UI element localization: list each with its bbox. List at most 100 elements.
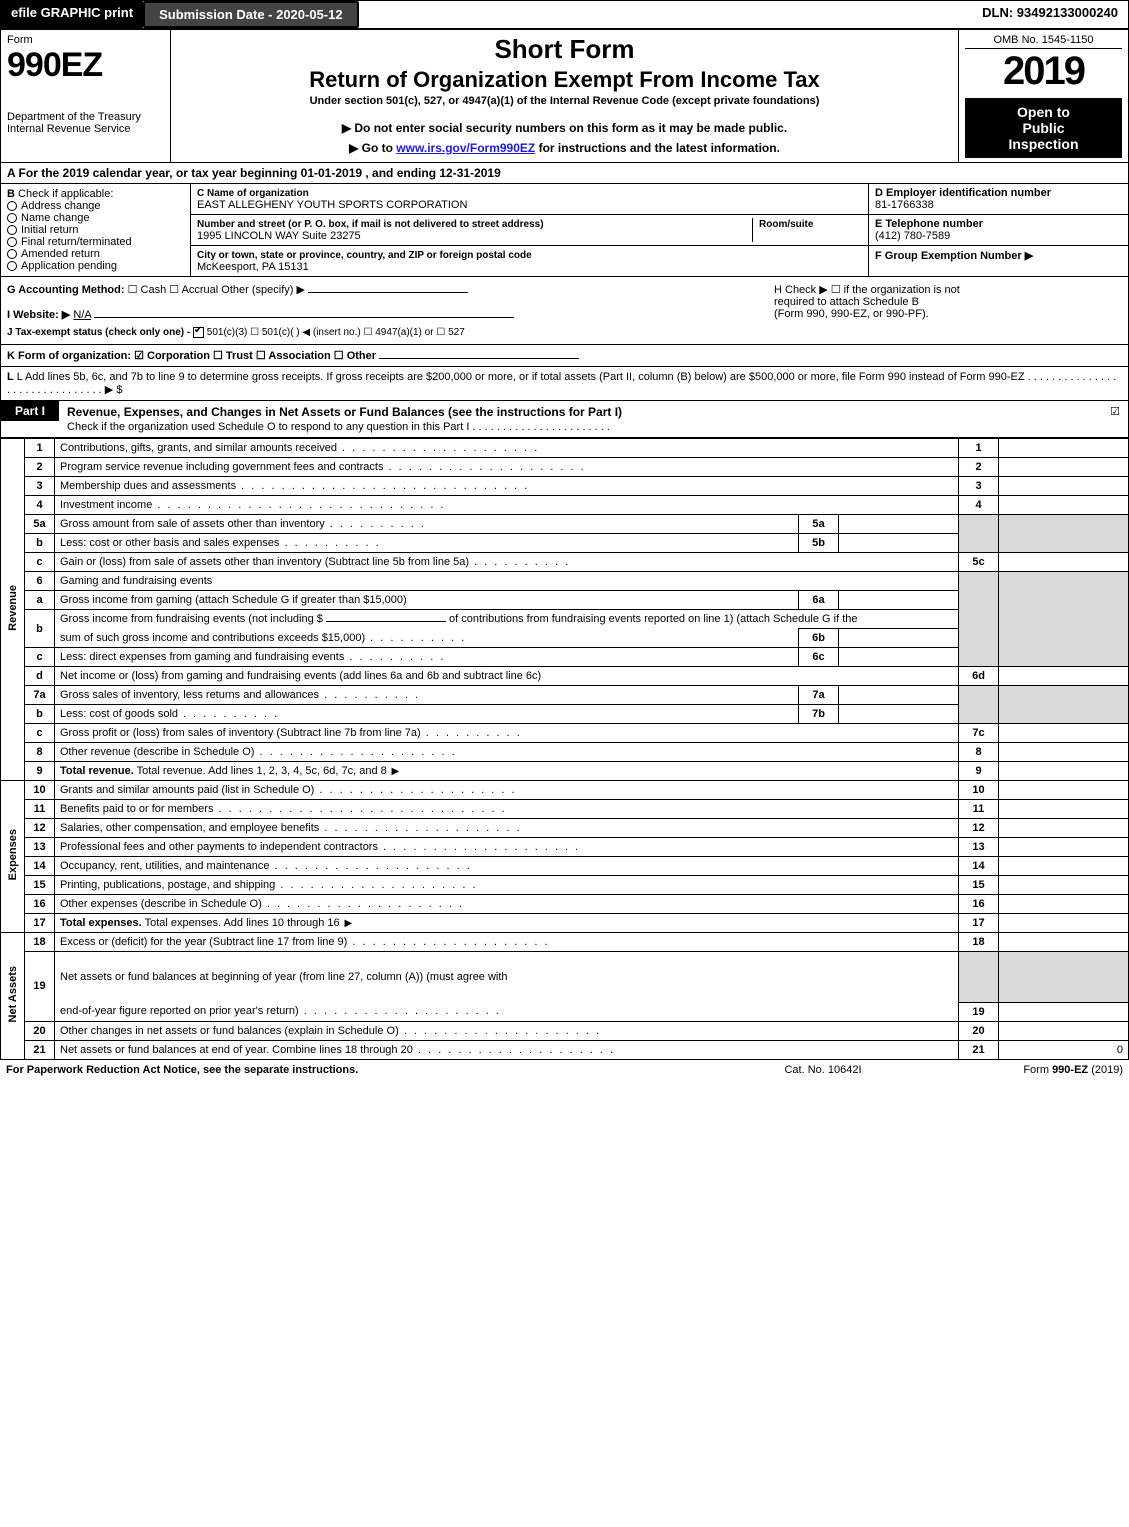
- e-block: E Telephone number (412) 780-7589: [869, 215, 1128, 246]
- a21: 0: [999, 1040, 1129, 1059]
- n21: 21: [25, 1040, 55, 1059]
- f-block: F Group Exemption Number ▶: [869, 246, 1128, 265]
- n2: 2: [25, 458, 55, 477]
- cat-no: Cat. No. 10642I: [723, 1064, 923, 1076]
- n6b: b: [25, 610, 55, 648]
- opt-name-change: Name change: [21, 212, 90, 224]
- d6b-blank[interactable]: [326, 621, 446, 622]
- d10: Grants and similar amounts paid (list in…: [55, 781, 959, 800]
- a1: [999, 439, 1129, 458]
- k-text: K Form of organization: ☑ Corporation ☐ …: [7, 350, 376, 362]
- d11: Benefits paid to or for members: [55, 800, 959, 819]
- chk-address-change[interactable]: [7, 201, 17, 211]
- d6a: Gross income from gaming (attach Schedul…: [55, 591, 799, 610]
- m6a: 6a: [799, 591, 839, 610]
- d6b-t1: Gross income from fundraising events (no…: [60, 613, 323, 625]
- d7c: Gross profit or (loss) from sales of inv…: [55, 724, 959, 743]
- ma7b: [839, 705, 959, 724]
- a12: [999, 819, 1129, 838]
- open-public-inspection: Open to Public Inspection: [965, 98, 1122, 158]
- d2: Program service revenue including govern…: [55, 458, 959, 477]
- form-year: (2019): [1088, 1064, 1123, 1076]
- chk-initial-return[interactable]: [7, 225, 17, 235]
- j-options: 501(c)(3) ☐ 501(c)( ) ◀ (insert no.) ☐ 4…: [207, 327, 465, 338]
- n20: 20: [25, 1021, 55, 1040]
- efile-print-label[interactable]: efile GRAPHIC print: [1, 1, 143, 28]
- n1: 1: [25, 439, 55, 458]
- room-label: Room/suite: [759, 219, 813, 230]
- form-footer: Form 990-EZ (2019): [923, 1064, 1123, 1076]
- b21: 21: [959, 1040, 999, 1059]
- b10: 10: [959, 781, 999, 800]
- n10: 10: [25, 781, 55, 800]
- irs-link[interactable]: www.irs.gov/Form990EZ: [396, 141, 535, 155]
- d6b3: sum of such gross income and contributio…: [55, 629, 799, 648]
- chk-application-pending[interactable]: [7, 261, 17, 271]
- d14: Occupancy, rent, utilities, and maintena…: [55, 857, 959, 876]
- g-label: G Accounting Method:: [7, 284, 125, 296]
- d-block: D Employer identification number 81-1766…: [869, 184, 1128, 215]
- chk-final-return[interactable]: [7, 237, 17, 247]
- gh-right: H Check ▶ ☐ if the organization is not r…: [768, 277, 1128, 344]
- k-row: K Form of organization: ☑ Corporation ☐ …: [0, 345, 1129, 367]
- form-number-cell: Form 990EZ Department of the Treasury In…: [1, 30, 171, 163]
- b1: 1: [959, 439, 999, 458]
- b8: 8: [959, 743, 999, 762]
- n7b: b: [25, 705, 55, 724]
- b12: 12: [959, 819, 999, 838]
- d7a: Gross sales of inventory, less returns a…: [55, 686, 799, 705]
- b16: 16: [959, 895, 999, 914]
- submission-date-button[interactable]: Submission Date - 2020-05-12: [143, 1, 359, 28]
- open-line3: Inspection: [969, 136, 1118, 152]
- right-header-cell: OMB No. 1545-1150 2019 Open to Public In…: [959, 30, 1129, 163]
- k-other-line[interactable]: [379, 358, 579, 359]
- m5b: 5b: [799, 534, 839, 553]
- opt-initial-return: Initial return: [21, 224, 78, 236]
- a6d: [999, 667, 1129, 686]
- opt-final-return: Final return/terminated: [21, 236, 132, 248]
- b14: 14: [959, 857, 999, 876]
- n7c: c: [25, 724, 55, 743]
- title-main: Return of Organization Exempt From Incom…: [177, 67, 952, 93]
- n13: 13: [25, 838, 55, 857]
- n5c: c: [25, 553, 55, 572]
- bcd-row: B Check if applicable: Address change Na…: [0, 184, 1129, 277]
- n19: 19: [25, 952, 55, 1021]
- a7c: [999, 724, 1129, 743]
- shade5: [959, 515, 999, 553]
- top-bar: efile GRAPHIC print Submission Date - 20…: [0, 0, 1129, 29]
- shade19: [959, 952, 999, 1002]
- c-address-block: Number and street (or P. O. box, if mail…: [191, 215, 868, 246]
- d1: Contributions, gifts, grants, and simila…: [55, 439, 959, 458]
- chk-501c3[interactable]: [193, 327, 204, 338]
- page-footer: For Paperwork Reduction Act Notice, see …: [0, 1060, 1129, 1080]
- chk-name-change[interactable]: [7, 213, 17, 223]
- d6: Gaming and fundraising events: [55, 572, 959, 591]
- a19: [999, 1002, 1129, 1021]
- b19: 19: [959, 1002, 999, 1021]
- chk-amended-return[interactable]: [7, 249, 17, 259]
- b7c: 7c: [959, 724, 999, 743]
- org-name: EAST ALLEGHENY YOUTH SPORTS CORPORATION: [197, 199, 467, 211]
- spacer: [359, 1, 973, 28]
- n5a: 5a: [25, 515, 55, 534]
- a5c: [999, 553, 1129, 572]
- phone-value: (412) 780-7589: [875, 230, 950, 242]
- g-other-line[interactable]: [308, 292, 468, 293]
- j-label: J Tax-exempt status (check only one) -: [7, 327, 190, 338]
- part1-title: Revenue, Expenses, and Changes in Net As…: [67, 405, 622, 419]
- h-line1: H Check ▶ ☐ if the organization is not: [774, 283, 1122, 296]
- netassets-side-label: Net Assets: [1, 933, 25, 1059]
- box-c: C Name of organization EAST ALLEGHENY YO…: [191, 184, 868, 276]
- n6c: c: [25, 648, 55, 667]
- b18: 18: [959, 933, 999, 952]
- part1-check[interactable]: ☑: [1102, 401, 1128, 422]
- part1-sub: Check if the organization used Schedule …: [67, 421, 610, 433]
- n18: 18: [25, 933, 55, 952]
- a14: [999, 857, 1129, 876]
- c-city-block: City or town, state or province, country…: [191, 246, 868, 276]
- b5c: 5c: [959, 553, 999, 572]
- opt-address-change: Address change: [21, 200, 101, 212]
- form-pre: Form: [1023, 1064, 1052, 1076]
- b2: 2: [959, 458, 999, 477]
